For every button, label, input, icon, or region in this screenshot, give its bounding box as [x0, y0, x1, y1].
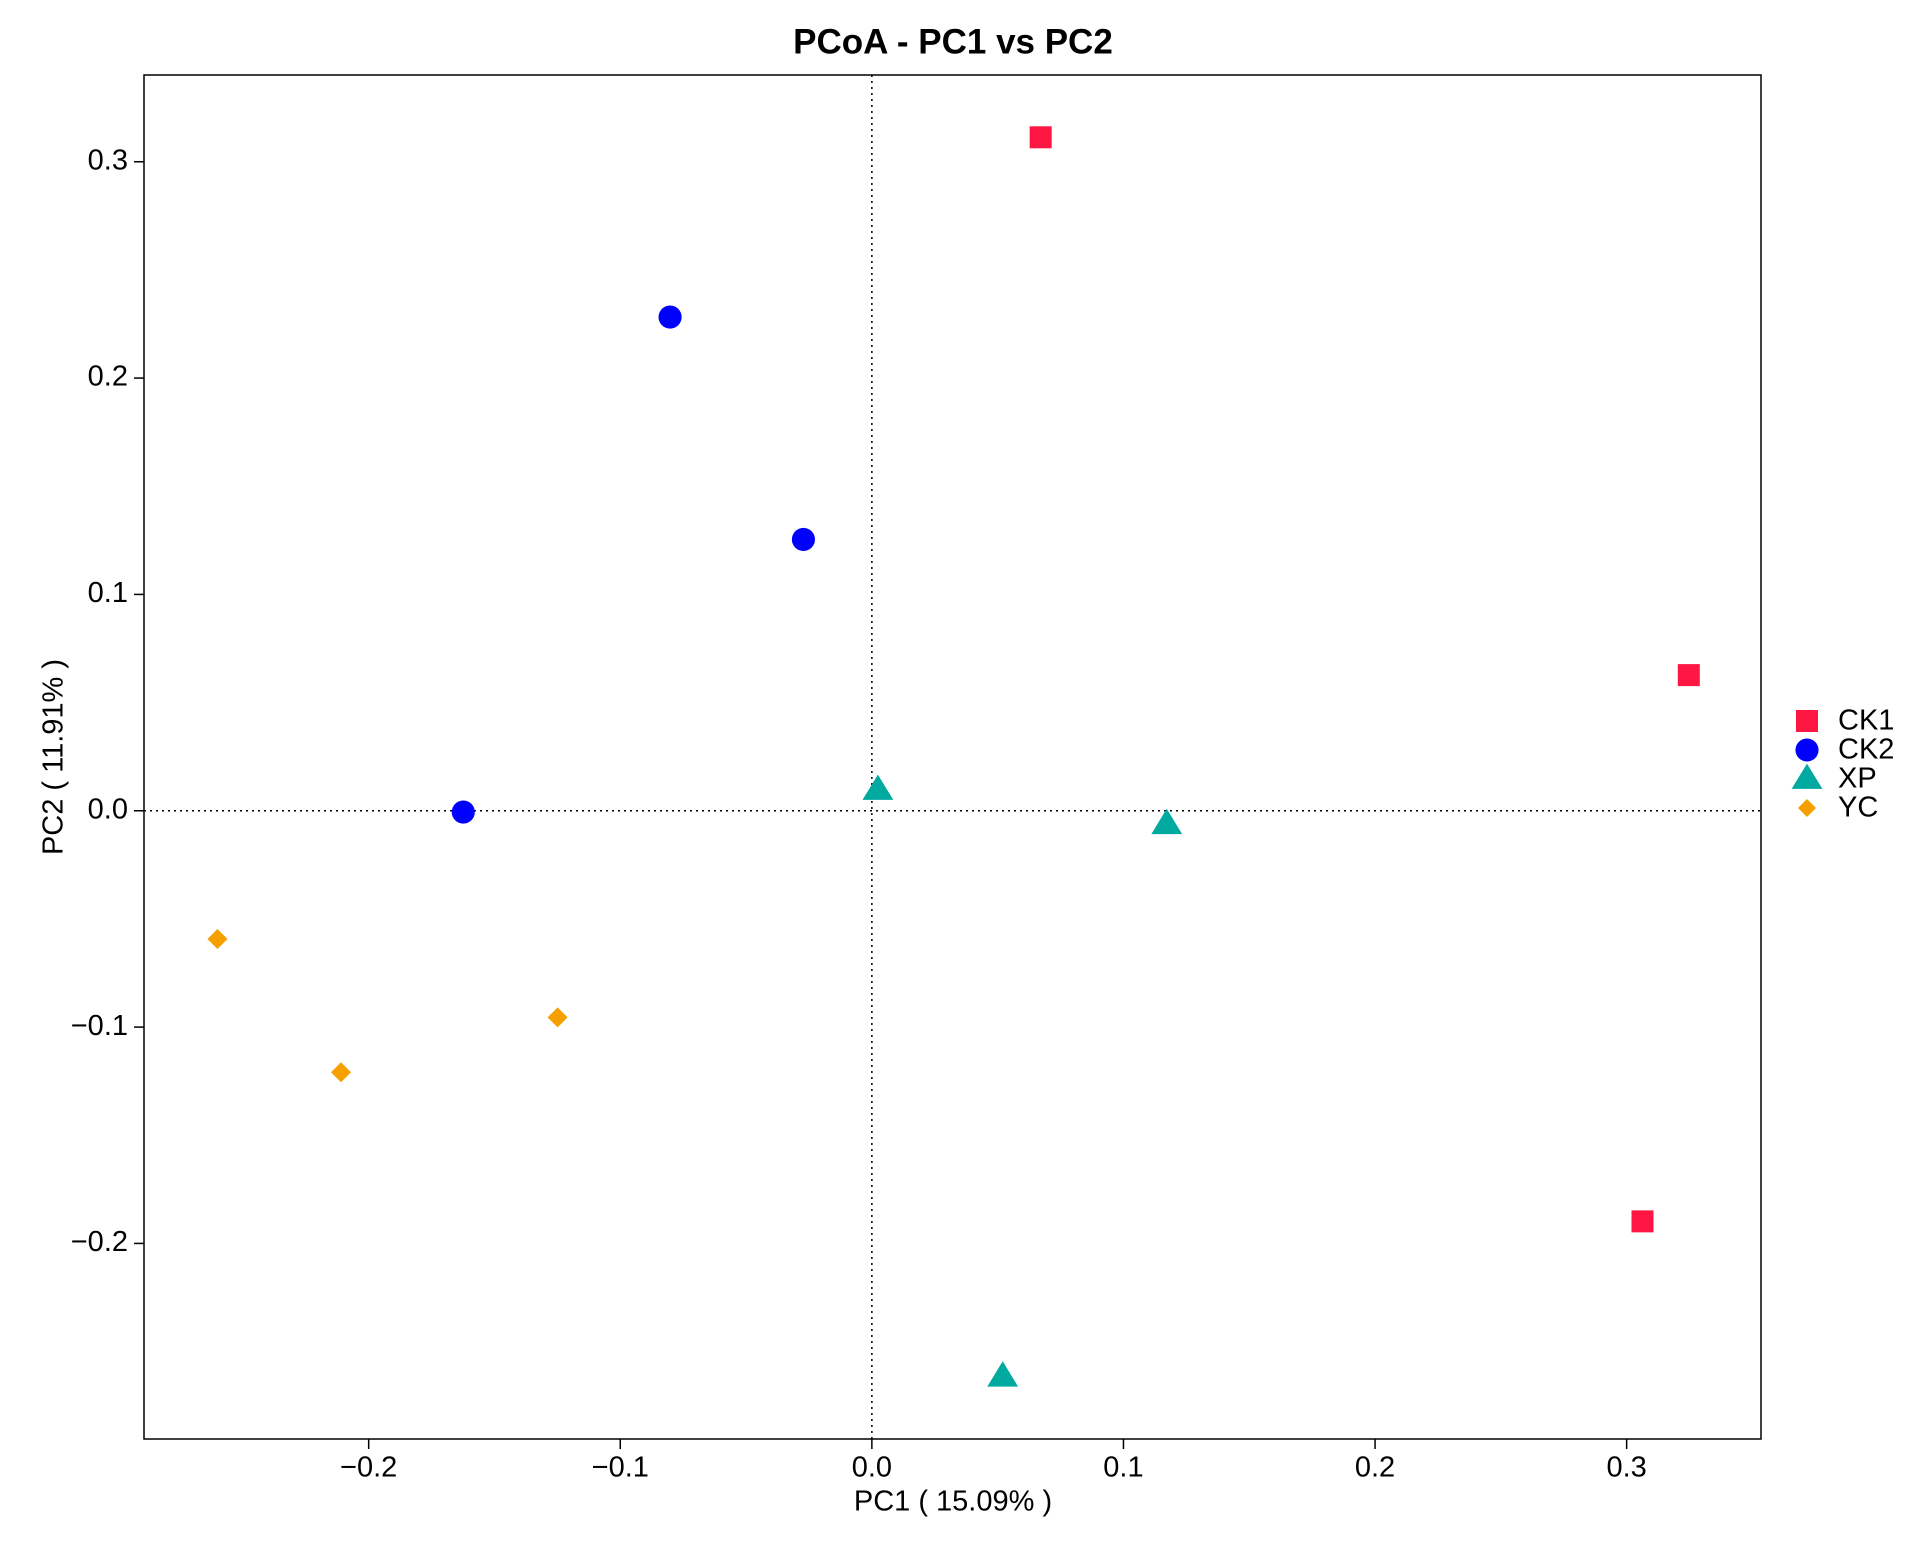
x-tick-label: −0.1: [592, 1452, 649, 1484]
y-axis-label: PC2 ( 11.91% ): [38, 659, 70, 855]
legend-label: CK2: [1838, 734, 1894, 766]
y-tick-label: −0.1: [71, 1010, 128, 1042]
marker: [547, 1007, 568, 1028]
marker: [1029, 126, 1052, 149]
marker: [862, 774, 894, 800]
y-tick-label: 0.0: [88, 793, 128, 825]
legend-marker: [1796, 710, 1818, 732]
legend-label: CK1: [1838, 705, 1894, 737]
y-tick-label: 0.1: [88, 577, 128, 609]
marker: [791, 527, 815, 552]
x-axis-label: PC1 ( 15.09% ): [854, 1486, 1052, 1518]
y-tick-label: 0.3: [88, 144, 128, 176]
chart-title: PCoA - PC1 vs PC2: [793, 22, 1113, 61]
plot-frame: [143, 74, 1762, 1440]
x-tick-label: 0.1: [1103, 1452, 1143, 1484]
marker: [451, 800, 475, 824]
x-tick-label: 0.0: [852, 1452, 892, 1484]
x-tick-label: 0.2: [1355, 1452, 1395, 1484]
marker: [987, 1361, 1019, 1387]
legend-marker: [1798, 799, 1816, 817]
marker: [658, 305, 682, 329]
x-tick-label: −0.2: [340, 1452, 397, 1484]
legend-marker: [1795, 738, 1819, 762]
y-tick-label: −0.2: [71, 1226, 128, 1258]
marker: [1631, 1210, 1654, 1233]
marker: [207, 929, 228, 950]
marker: [1151, 808, 1183, 835]
marker: [1677, 664, 1700, 687]
x-tick-label: 0.3: [1606, 1452, 1646, 1484]
legend-label: YC: [1838, 792, 1878, 824]
legend-label: XP: [1838, 763, 1877, 795]
marker: [330, 1062, 351, 1083]
y-tick-label: 0.2: [88, 361, 128, 393]
legend-marker: [1791, 763, 1823, 789]
